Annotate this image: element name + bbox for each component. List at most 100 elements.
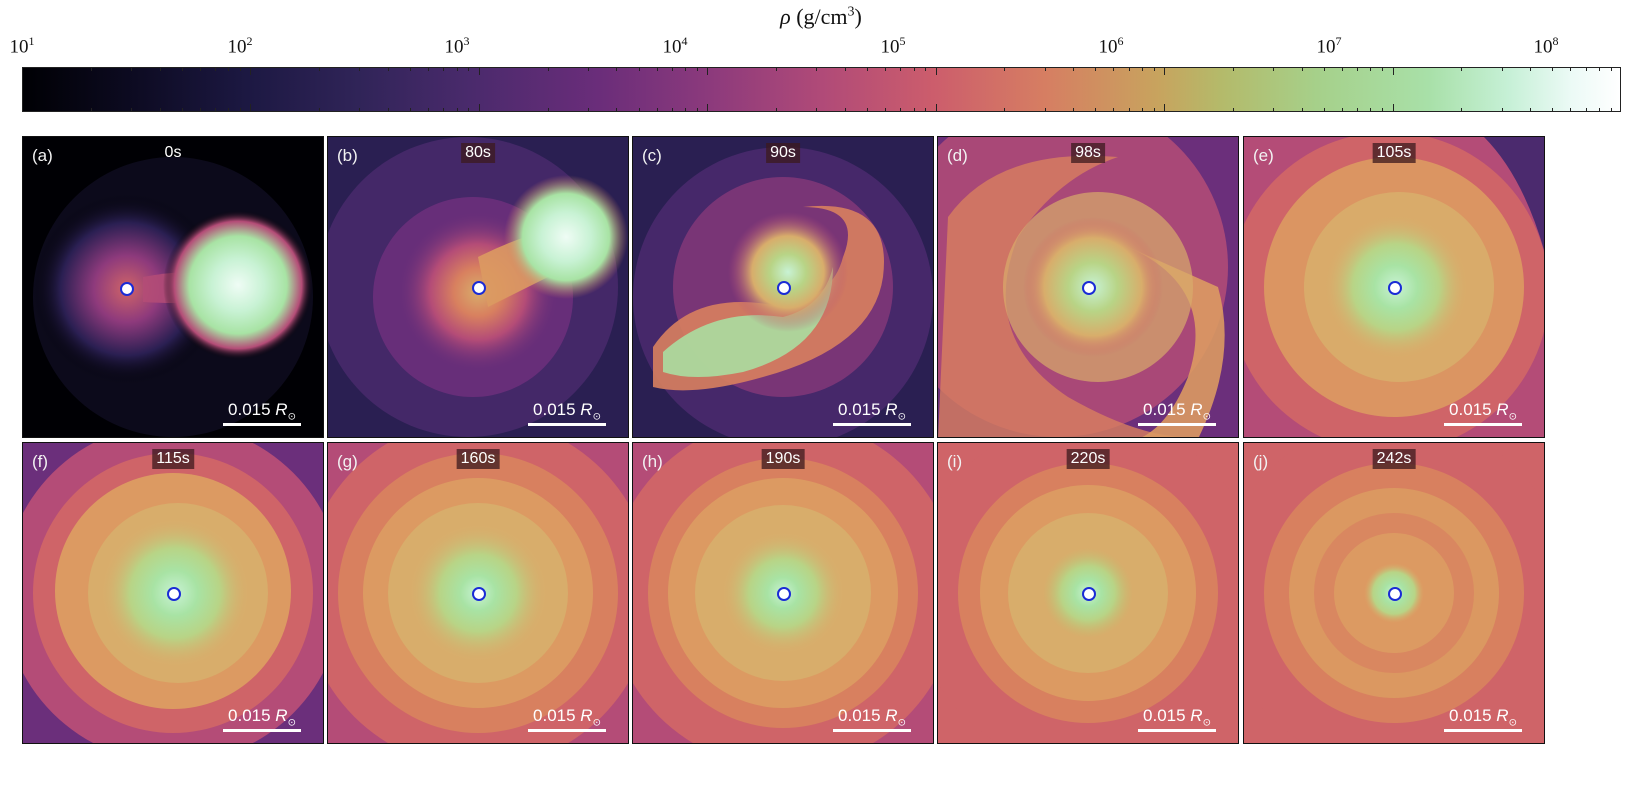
colorbar-minor-tick [1570, 108, 1572, 112]
scale-bar [1138, 729, 1216, 732]
colorbar-minor-tick [1301, 67, 1303, 71]
colorbar-minor-tick [616, 67, 618, 71]
colorbar-minor-tick [1552, 108, 1554, 112]
colorbar-minor-tick [1142, 67, 1143, 71]
density-panel-b: (b) 80s 0.015 R⊙ [327, 136, 629, 438]
colorbar-minor-tick [1501, 108, 1503, 112]
colorbar-minor-tick [1301, 108, 1303, 112]
colorbar-minor-tick [1128, 108, 1130, 112]
density-map [23, 137, 323, 437]
colorbar-minor-tick [1153, 108, 1155, 112]
scale-bar [528, 729, 606, 732]
density-map [328, 443, 628, 743]
colorbar-minor-tick [1323, 67, 1325, 71]
colorbar-minor-tick [1585, 108, 1587, 112]
accretor-marker [167, 587, 181, 601]
colorbar-minor-tick [1273, 67, 1275, 71]
colorbar-minor-tick [1598, 67, 1600, 71]
colorbar-minor-tick [1552, 67, 1554, 71]
colorbar-minor-tick [1341, 108, 1343, 112]
colorbar-minor-tick [638, 67, 640, 71]
colorbar-title-units: (g/cm [796, 4, 848, 29]
colorbar-minor-tick [410, 108, 412, 112]
colorbar-minor-tick [1382, 67, 1384, 71]
colorbar-minor-tick [159, 108, 161, 112]
colorbar-minor-tick [228, 67, 230, 71]
colorbar-minor-tick [215, 67, 217, 71]
colorbar-minor-tick [1370, 67, 1372, 71]
colorbar-title-close: ) [854, 4, 862, 29]
panel-label: (j) [1253, 452, 1269, 471]
colorbar-major-tick [250, 104, 252, 112]
panel-label: (e) [1253, 146, 1274, 165]
colorbar-minor-tick [1044, 67, 1046, 71]
colorbar-minor-tick [776, 67, 778, 71]
density-map [1244, 137, 1544, 437]
colorbar-major-tick [1392, 104, 1394, 112]
colorbar-minor-tick [181, 108, 183, 112]
colorbar-minor-tick [443, 67, 445, 71]
colorbar-minor-tick [1382, 108, 1384, 112]
colorbar-minor-tick [1357, 67, 1359, 71]
colorbar-minor-tick [239, 67, 241, 71]
density-panel-j: (j) 242s 0.015 R⊙ [1243, 442, 1545, 744]
scale-bar [528, 423, 606, 426]
colorbar-minor-tick [656, 67, 658, 71]
colorbar-major-tick [707, 104, 709, 112]
panel-label: (g) [337, 452, 358, 471]
colorbar-minor-tick [1128, 67, 1130, 71]
scale-bar-label: 0.015 R⊙ [228, 705, 296, 728]
colorbar-minor-tick [159, 67, 161, 71]
scale-bar [833, 423, 911, 426]
colorbar-minor-tick [319, 108, 321, 112]
colorbar-minor-tick [428, 108, 430, 112]
colorbar-minor-tick [685, 108, 687, 112]
colorbar-minor-tick [1461, 108, 1463, 112]
panel-label: (c) [642, 146, 662, 165]
colorbar-major-tick [1620, 104, 1621, 112]
accretor-marker [120, 282, 134, 296]
tick-label-1e7: 107 [1316, 34, 1342, 58]
scale-bar [1444, 423, 1522, 426]
scale-bar-label: 0.015 R⊙ [533, 399, 601, 422]
colorbar-minor-tick [1570, 67, 1572, 71]
colorbar-major-tick [1164, 67, 1166, 75]
density-map [328, 137, 628, 437]
density-map [938, 137, 1238, 437]
accretor-marker [777, 587, 791, 601]
colorbar-major-tick [250, 67, 252, 75]
colorbar-minor-tick [90, 67, 92, 71]
panel-time: 90s [766, 143, 800, 163]
colorbar-title-symbol: ρ [780, 4, 791, 29]
colorbar-minor-tick [638, 108, 640, 112]
panel-label: (b) [337, 146, 358, 165]
colorbar-minor-tick [428, 67, 430, 71]
accretor-marker [1082, 281, 1096, 295]
colorbar-major-tick [1392, 67, 1394, 75]
scale-bar-group: 0.015 R⊙ [1138, 400, 1216, 426]
colorbar-minor-tick [587, 108, 589, 112]
colorbar-minor-tick [844, 108, 846, 112]
panel-time: 98s [1071, 143, 1105, 163]
colorbar-minor-tick [1044, 108, 1046, 112]
tick-label-1e4: 104 [662, 34, 688, 58]
density-panel-a: (a) 0s 0.015 R⊙ [22, 136, 324, 438]
colorbar-minor-tick [816, 67, 818, 71]
colorbar-minor-tick [885, 67, 887, 71]
colorbar-minor-tick [1530, 108, 1532, 112]
colorbar-minor-tick [130, 108, 132, 112]
tick-label-1e5: 105 [880, 34, 906, 58]
density-panel-f: (f) 115s 0.015 R⊙ [22, 442, 324, 744]
colorbar-minor-tick [215, 108, 217, 112]
colorbar-minor-tick [1073, 108, 1075, 112]
colorbar-minor-tick [1610, 67, 1612, 71]
scale-bar-group: 0.015 R⊙ [1444, 706, 1522, 732]
colorbar-minor-tick [925, 108, 927, 112]
colorbar-minor-tick [181, 67, 183, 71]
scale-bar-label: 0.015 R⊙ [228, 399, 296, 422]
colorbar-title-power: 3 [847, 4, 855, 20]
colorbar-major-tick [478, 104, 480, 112]
density-panel-h: (h) 190s 0.015 R⊙ [632, 442, 934, 744]
colorbar-minor-tick [1273, 108, 1275, 112]
accretor-marker [777, 281, 791, 295]
